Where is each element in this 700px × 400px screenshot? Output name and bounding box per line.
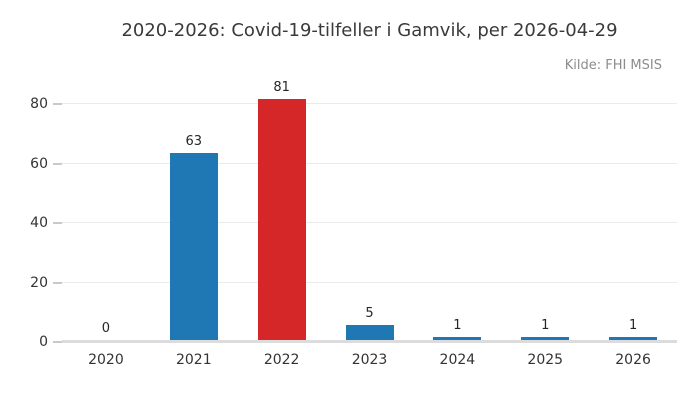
bar-slot-2023: 5: [326, 96, 414, 342]
x-axis-line: [62, 340, 677, 343]
bars-container: 0 63 81 5 1 1 1: [62, 80, 677, 342]
plot-area: 0 63 81 5 1 1 1: [62, 80, 677, 343]
bar-slot-2024: 1: [413, 96, 501, 342]
x-tick-label-2022: 2022: [263, 352, 300, 368]
x-tick-label-2024: 2024: [439, 352, 476, 368]
gridline-80: [62, 103, 677, 104]
bar-2024: [433, 337, 482, 340]
y-tick-label-40: 40: [30, 215, 48, 231]
gridline-60: [62, 162, 677, 164]
y-tick-label-0: 0: [39, 334, 48, 350]
bar-value-label-2021: 63: [185, 133, 203, 149]
bar-2021: [169, 152, 218, 340]
gridline-40: [62, 222, 677, 223]
chart-source-note: Kilde: FHI MSIS: [564, 58, 662, 73]
y-tick-mark-80: [53, 103, 62, 105]
y-tick-label-20: 20: [30, 274, 48, 291]
x-tick-label-2026: 2026: [615, 352, 651, 368]
x-tick-label-2025: 2025: [527, 352, 564, 368]
x-tick-label-2021: 2021: [175, 352, 212, 368]
bar-value-label-2020: 0: [101, 321, 111, 336]
chart-title: 2020-2026: Covid-19-tilfeller i Gamvik, …: [121, 20, 618, 41]
bar-slot-2026: 1: [589, 96, 677, 342]
y-tick-label-80: 80: [30, 96, 48, 112]
y-tick-mark-0: [53, 341, 62, 343]
bar-value-label-2026: 1: [628, 318, 638, 334]
bar-2025: [521, 337, 570, 340]
bar-slot-2021: 63: [150, 96, 238, 342]
y-tick-mark-40: [53, 222, 62, 224]
bar-slot-2025: 1: [501, 96, 589, 342]
bar-value-label-2022: 81: [273, 80, 290, 96]
bar-slot-2020: 0: [62, 96, 150, 342]
x-tick-label-2020: 2020: [88, 352, 124, 368]
gridline-20: [62, 281, 677, 283]
bar-2023: [345, 325, 394, 340]
y-tick-mark-20: [53, 281, 62, 284]
bar-2022: [257, 99, 306, 340]
bar-2026: [609, 337, 658, 340]
bar-value-label-2024: 1: [453, 318, 462, 334]
y-tick-label-60: 60: [30, 155, 48, 172]
x-axis-labels: 2020 2021 2022 2023 2024 2025 2026: [62, 352, 677, 368]
bar-value-label-2025: 1: [541, 318, 550, 334]
x-tick-label-2023: 2023: [351, 352, 388, 368]
bar-slot-2022: 81: [238, 80, 326, 342]
y-tick-mark-60: [53, 162, 62, 165]
bar-value-label-2023: 5: [365, 306, 374, 322]
